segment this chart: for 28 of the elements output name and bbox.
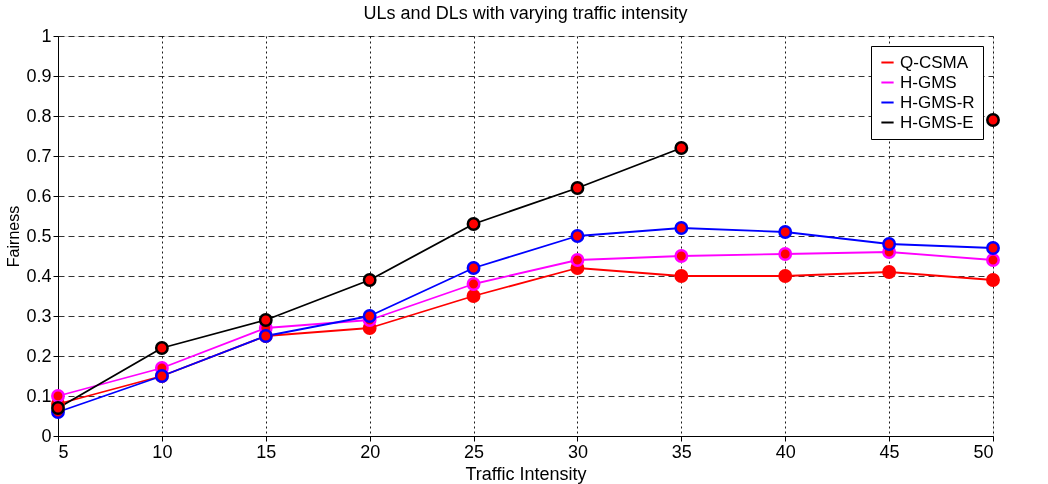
y-tick-label: 0.1 bbox=[26, 385, 52, 406]
y-tick-label: 0.8 bbox=[26, 105, 52, 126]
legend-label: H-GMS-R bbox=[900, 92, 975, 112]
x-tick-label: 45 bbox=[879, 441, 900, 462]
x-tick-label: 40 bbox=[775, 441, 796, 462]
legend-label: H-GMS-E bbox=[900, 112, 974, 132]
chart-title: ULs and DLs with varying traffic intensity bbox=[363, 3, 688, 23]
x-tick-label: 35 bbox=[671, 441, 692, 462]
y-tick-label: 0 bbox=[41, 425, 52, 446]
x-tick-label: 25 bbox=[464, 441, 485, 462]
x-tick-label: 50 bbox=[973, 441, 994, 462]
y-tick-label: 0.3 bbox=[26, 305, 52, 326]
y-axis-title: Fairness bbox=[5, 205, 23, 268]
y-tick-label: 0.4 bbox=[26, 265, 52, 286]
y-tick-label: 0.9 bbox=[26, 65, 52, 86]
y-tick-label: 0.7 bbox=[26, 145, 52, 166]
x-tick-label: 5 bbox=[58, 441, 69, 462]
legend-label: H-GMS bbox=[900, 72, 957, 92]
y-tick-label: 1 bbox=[41, 25, 52, 46]
x-tick-label: 30 bbox=[567, 441, 588, 462]
x-tick-label: 10 bbox=[152, 441, 173, 462]
y-tick-label: 0.5 bbox=[26, 225, 52, 246]
legend-label: Q-CSMA bbox=[900, 52, 969, 72]
x-tick-label: 15 bbox=[256, 441, 277, 462]
y-tick-label: 0.2 bbox=[26, 345, 52, 366]
y-tick-label: 0.6 bbox=[26, 185, 52, 206]
x-tick-label: 20 bbox=[360, 441, 381, 462]
x-axis-title: Traffic Intensity bbox=[465, 463, 587, 484]
